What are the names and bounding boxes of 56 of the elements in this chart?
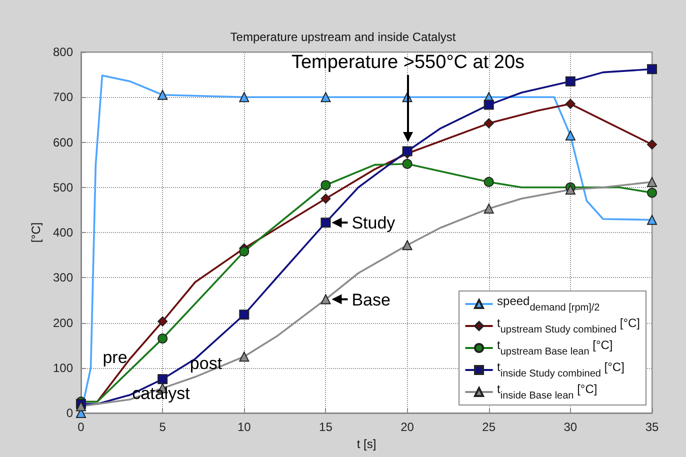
y-tick-label: 0 (66, 406, 74, 420)
y-tick-label: 200 (52, 316, 74, 330)
y-tick-label: 400 (52, 226, 74, 240)
point (647, 188, 657, 198)
point (402, 158, 412, 169)
point (320, 180, 331, 190)
point (239, 92, 250, 102)
point (647, 140, 657, 150)
point (320, 294, 331, 304)
x-axis-title: t [s] (356, 436, 376, 451)
y-tick-label: 300 (52, 270, 74, 285)
point (158, 90, 168, 100)
x-tick-label: 20 (400, 420, 414, 434)
point (565, 98, 576, 109)
point (239, 310, 250, 320)
x-tick-label: 35 (645, 420, 659, 434)
point (484, 176, 494, 187)
annotation: catalyst (132, 384, 190, 403)
point (158, 334, 168, 344)
x-tick-label: 10 (237, 420, 252, 434)
point (239, 246, 250, 256)
point (402, 146, 412, 156)
x-tick-label: 30 (564, 420, 578, 434)
y-tick-label: 800 (52, 45, 74, 59)
y-tick-label: 500 (52, 180, 74, 194)
annotation: Base (352, 290, 390, 310)
point (320, 92, 331, 102)
point (484, 100, 494, 110)
point (484, 204, 494, 214)
chart-title: Temperature upstream and inside Catalyst (230, 30, 456, 44)
x-tick-label: 0 (78, 420, 85, 434)
point (158, 316, 168, 326)
point (647, 214, 657, 225)
annotation: Temperature >550°C at 20s (291, 52, 525, 73)
y-tick-label: 600 (52, 135, 74, 150)
point (320, 194, 331, 204)
annotation: Study (352, 214, 396, 233)
annotation: pre (102, 348, 128, 367)
y-tick-label: 100 (52, 360, 74, 375)
point (402, 240, 412, 250)
point (76, 401, 86, 412)
annotation: post (190, 354, 222, 373)
x-tick-label: 5 (159, 420, 166, 434)
point (565, 184, 576, 195)
y-tick-label: 700 (52, 90, 74, 104)
point (320, 218, 331, 228)
point (565, 130, 576, 140)
x-tick-label: 15 (319, 420, 333, 434)
x-tick-label: 25 (482, 420, 496, 434)
point (647, 176, 657, 187)
y-axis-title: [°C] (29, 222, 44, 243)
point (647, 64, 657, 74)
point (158, 374, 168, 384)
point (565, 76, 576, 86)
point (239, 352, 250, 362)
point (484, 118, 494, 128)
